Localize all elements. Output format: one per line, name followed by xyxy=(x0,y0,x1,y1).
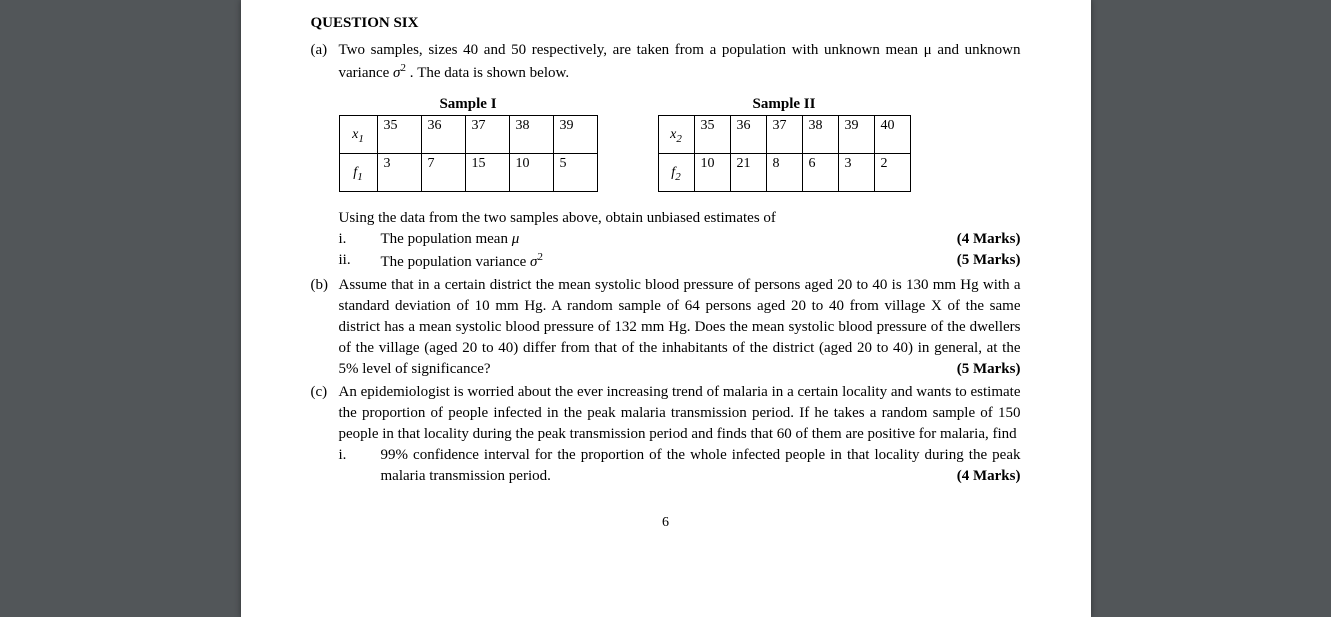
part-c: (c) An epidemiologist is worried about t… xyxy=(311,382,1021,445)
cell: 5 xyxy=(553,154,597,192)
cell: 10 xyxy=(509,154,553,192)
part-b-body: Assume that in a certain district the me… xyxy=(339,277,1021,377)
cell: 38 xyxy=(802,116,838,154)
sub-text: The population mean μ (4 Marks) xyxy=(381,229,1021,250)
cell: 36 xyxy=(730,116,766,154)
cell: 38 xyxy=(509,116,553,154)
sample-1-table: x1 35 36 37 38 39 f1 3 7 15 10 5 xyxy=(339,115,598,192)
cell: 21 xyxy=(730,154,766,192)
part-b-text: Assume that in a certain district the me… xyxy=(339,275,1021,380)
cell: 10 xyxy=(694,154,730,192)
tables-container: Sample I x1 35 36 37 38 39 f1 3 7 15 10 … xyxy=(339,96,1021,192)
row-label: x1 xyxy=(339,116,377,154)
marks: (4 Marks) xyxy=(957,229,1021,250)
row-label: x2 xyxy=(658,116,694,154)
sub-c-body: 99% confidence interval for the proporti… xyxy=(381,447,1021,484)
cell: 2 xyxy=(874,154,910,192)
sub-text: The population variance σ2 (5 Marks) xyxy=(381,250,1021,273)
sub-num: i. xyxy=(339,229,381,250)
cell: 37 xyxy=(766,116,802,154)
using-text: Using the data from the two samples abov… xyxy=(339,210,1021,227)
cell: 3 xyxy=(377,154,421,192)
cell: 39 xyxy=(838,116,874,154)
marks: (4 Marks) xyxy=(957,466,1021,487)
part-c-text: An epidemiologist is worried about the e… xyxy=(339,382,1021,445)
cell: 39 xyxy=(553,116,597,154)
part-b: (b) Assume that in a certain district th… xyxy=(311,275,1021,380)
table-row: x2 35 36 37 38 39 40 xyxy=(658,116,910,154)
table-row: x1 35 36 37 38 39 xyxy=(339,116,597,154)
table-row: f1 3 7 15 10 5 xyxy=(339,154,597,192)
cell: 35 xyxy=(377,116,421,154)
cell: 8 xyxy=(766,154,802,192)
marks: (5 Marks) xyxy=(957,359,1021,380)
question-title: QUESTION SIX xyxy=(311,15,1021,32)
cell: 15 xyxy=(465,154,509,192)
cell: 6 xyxy=(802,154,838,192)
sample-1-block: Sample I x1 35 36 37 38 39 f1 3 7 15 10 … xyxy=(339,96,598,192)
part-c-label: (c) xyxy=(311,382,339,445)
part-a-label: (a) xyxy=(311,40,339,84)
sub-num: ii. xyxy=(339,250,381,273)
cell: 37 xyxy=(465,116,509,154)
row-label: f2 xyxy=(658,154,694,192)
row-label: f1 xyxy=(339,154,377,192)
marks: (5 Marks) xyxy=(957,250,1021,271)
sub-num: i. xyxy=(339,445,381,487)
cell: 3 xyxy=(838,154,874,192)
part-a-text: Two samples, sizes 40 and 50 respectivel… xyxy=(339,40,1021,84)
cell: 7 xyxy=(421,154,465,192)
sample-2-table: x2 35 36 37 38 39 40 f2 10 21 8 6 3 2 xyxy=(658,115,911,192)
sample-2-block: Sample II x2 35 36 37 38 39 40 f2 10 21 … xyxy=(658,96,911,192)
cell: 35 xyxy=(694,116,730,154)
cell: 36 xyxy=(421,116,465,154)
sample-2-title: Sample II xyxy=(658,96,911,113)
cell: 40 xyxy=(874,116,910,154)
sample-1-title: Sample I xyxy=(339,96,598,113)
sub-item-ii: ii. The population variance σ2 (5 Marks) xyxy=(339,250,1021,273)
sub-item-i: i. The population mean μ (4 Marks) xyxy=(339,229,1021,250)
part-b-label: (b) xyxy=(311,275,339,380)
page-number: 6 xyxy=(311,515,1021,531)
sub-item-c-i: i. 99% confidence interval for the propo… xyxy=(339,445,1021,487)
table-row: f2 10 21 8 6 3 2 xyxy=(658,154,910,192)
sub-text: 99% confidence interval for the proporti… xyxy=(381,445,1021,487)
part-a: (a) Two samples, sizes 40 and 50 respect… xyxy=(311,40,1021,84)
document-page: QUESTION SIX (a) Two samples, sizes 40 a… xyxy=(241,0,1091,617)
